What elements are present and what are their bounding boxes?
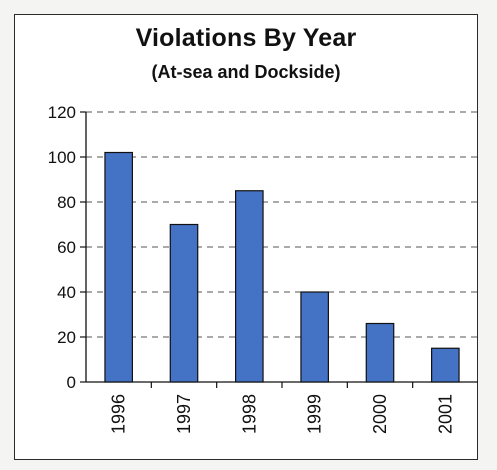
y-tick-label: 20 — [57, 328, 76, 347]
y-tick-label: 60 — [57, 238, 76, 257]
x-tick-label: 1996 — [109, 394, 129, 434]
gridlines — [86, 111, 478, 338]
y-tick-label: 0 — [67, 373, 76, 392]
bar-1999 — [300, 291, 329, 383]
chart-title: Violations By Year — [135, 24, 357, 52]
chart-subtitle: (At-sea and Dockside) — [151, 62, 341, 82]
bar-1998 — [235, 190, 264, 383]
y-tick-label: 100 — [48, 148, 76, 167]
y-tick-label: 80 — [57, 193, 76, 212]
bar-2001 — [431, 347, 460, 383]
bar-1997 — [169, 223, 199, 383]
x-tick-label: 1999 — [305, 394, 325, 434]
tick-labels: 0 20 40 60 80 100 120 1996 1997 1998 1999 2000 2001 — [48, 103, 456, 434]
x-tick-label: 1998 — [239, 394, 259, 434]
bar-1996 — [104, 151, 133, 383]
x-tick-label: 2000 — [370, 394, 390, 434]
y-tick-label: 40 — [57, 283, 76, 302]
bars — [104, 151, 460, 383]
x-tick-label: 1997 — [174, 394, 194, 434]
x-tick-label: 2001 — [435, 394, 455, 434]
bar-2000 — [365, 322, 395, 383]
y-tick-label: 120 — [48, 103, 76, 122]
axes — [80, 111, 478, 388]
